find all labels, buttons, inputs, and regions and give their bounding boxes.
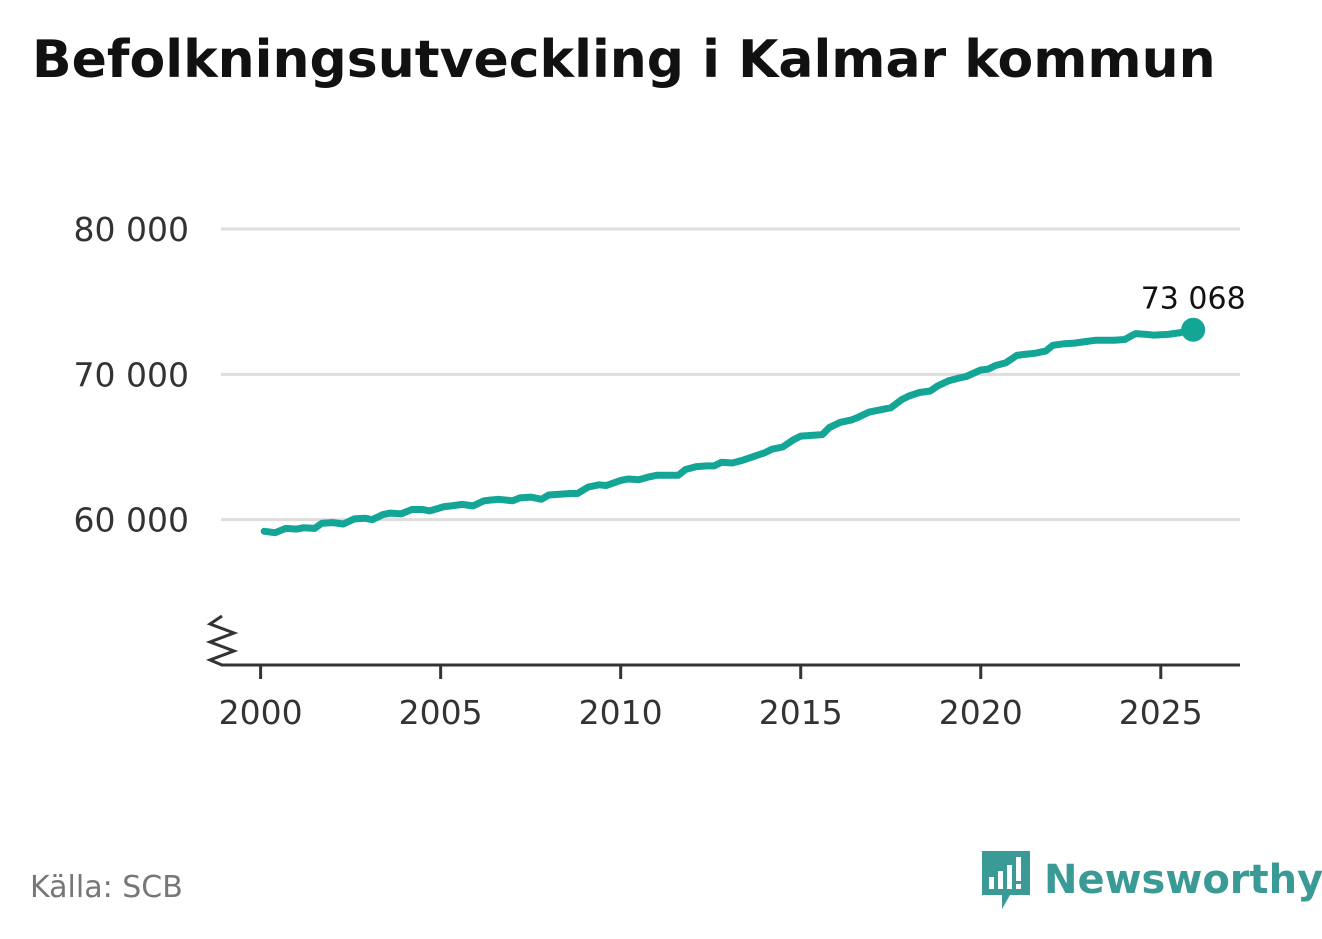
x-tick-label: 2010 bbox=[579, 693, 663, 732]
chart-title: Befolkningsutveckling i Kalmar kommun bbox=[32, 30, 1216, 90]
x-tick-label: 2025 bbox=[1119, 693, 1203, 732]
y-tick-label: 60 000 bbox=[74, 501, 189, 540]
x-tick-label: 2020 bbox=[939, 693, 1023, 732]
axis-break-icon bbox=[205, 614, 239, 667]
x-tick-label: 2000 bbox=[219, 693, 303, 732]
y-tick-label: 70 000 bbox=[74, 355, 189, 394]
brand-logo: Newsworthy bbox=[980, 848, 1322, 912]
x-tick-label: 2005 bbox=[399, 693, 483, 732]
newsworthy-logo-icon bbox=[982, 851, 1030, 909]
end-point-marker bbox=[1181, 317, 1206, 342]
source-note: Källa: SCB bbox=[30, 870, 183, 905]
gridlines bbox=[221, 227, 1240, 522]
y-axis: 60 000 70 000 80 000 bbox=[74, 210, 189, 540]
population-line bbox=[260, 326, 1197, 537]
x-tick-label: 2015 bbox=[759, 693, 843, 732]
end-value-label: 73 068 bbox=[1141, 282, 1246, 317]
brand-name: Newsworthy bbox=[1044, 857, 1322, 903]
y-tick-label: 80 000 bbox=[74, 210, 189, 249]
x-ticks: 2000 2005 2010 2015 2020 2025 bbox=[219, 665, 1203, 732]
